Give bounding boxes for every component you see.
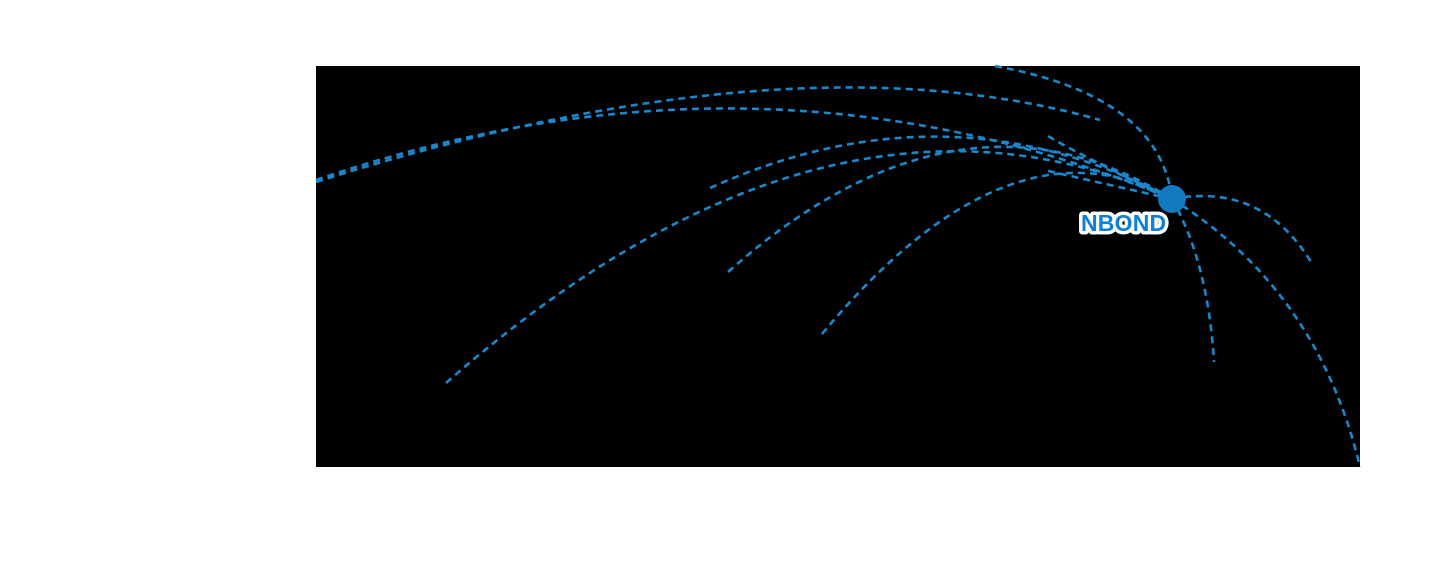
node-label: NBOND: [1081, 210, 1166, 236]
node-label-layer: NBOND: [1078, 207, 1170, 240]
edge-arc: [1171, 197, 1362, 468]
edge-arc: [994, 64, 1174, 200]
edge-arc: [315, 107, 1173, 201]
edge-layer: [315, 64, 1362, 468]
edge-arc: [445, 149, 1173, 384]
plot-background: [316, 66, 1360, 467]
edge-arc: [821, 171, 1173, 335]
edge-arc: [1047, 134, 1173, 201]
node-layer: [1158, 185, 1186, 213]
node-marker[interactable]: [1158, 185, 1186, 213]
edge-arc: [727, 145, 1173, 273]
edge-arc: [1170, 198, 1216, 363]
edge-arc: [315, 86, 1101, 184]
edge-arc: [1043, 168, 1173, 201]
edge-arc: [709, 135, 1173, 201]
